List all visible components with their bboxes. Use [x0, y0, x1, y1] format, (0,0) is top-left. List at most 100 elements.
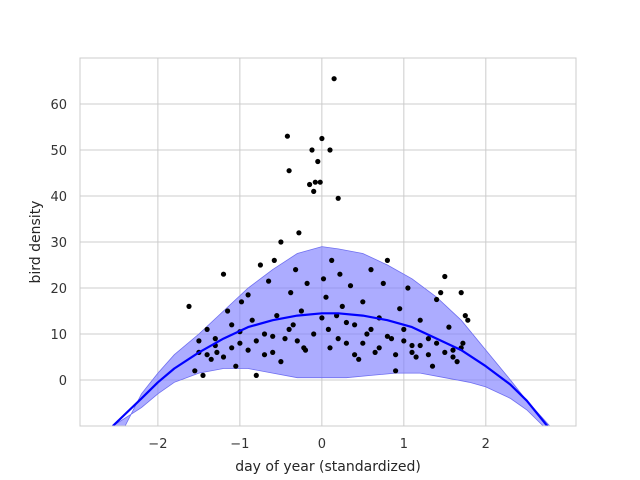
data-point: [225, 308, 231, 314]
data-point: [360, 340, 366, 346]
data-point: [401, 338, 407, 344]
data-point: [372, 349, 378, 355]
data-point: [312, 179, 318, 185]
data-point: [270, 333, 276, 339]
data-point: [360, 299, 366, 305]
y-axis-label: bird density: [28, 201, 44, 284]
data-point: [442, 273, 448, 280]
data-point: [271, 257, 277, 263]
data-point: [319, 135, 325, 142]
data-point: [442, 349, 448, 355]
data-point: [270, 349, 276, 355]
data-point: [417, 317, 423, 323]
data-point: [307, 181, 313, 188]
data-point: [409, 342, 415, 349]
data-point: [186, 303, 192, 309]
data-point: [429, 363, 436, 369]
data-point: [425, 336, 431, 342]
data-point: [245, 292, 251, 298]
data-point: [388, 336, 395, 342]
data-point: [286, 168, 292, 174]
data-point: [220, 354, 227, 360]
data-point: [286, 326, 292, 332]
y-tick-label: 50: [50, 144, 67, 159]
data-point: [465, 317, 471, 323]
data-point: [284, 133, 290, 139]
data-point: [458, 290, 464, 296]
credible-band: [112, 246, 551, 426]
data-point: [311, 331, 317, 337]
plot-frame: [79, 57, 577, 427]
data-point: [309, 147, 315, 153]
y-tick-label: 40: [50, 190, 67, 205]
data-point: [339, 303, 345, 309]
y-tick-label: 20: [50, 282, 67, 297]
data-point: [405, 285, 411, 291]
data-point: [278, 359, 284, 365]
data-point: [397, 306, 403, 312]
x-tick-label: 0: [318, 437, 326, 452]
data-point: [229, 345, 235, 351]
data-point: [315, 158, 321, 165]
data-point: [380, 280, 386, 286]
data-point: [438, 290, 444, 296]
data-point: [409, 349, 415, 355]
data-point: [192, 368, 198, 374]
data-point: [417, 342, 423, 349]
data-point: [288, 290, 294, 296]
data-point: [278, 239, 284, 245]
data-point: [229, 322, 235, 328]
data-point: [311, 188, 317, 194]
data-point: [302, 347, 309, 353]
data-point: [413, 354, 419, 360]
data-point: [335, 336, 341, 342]
y-tick-label: 10: [50, 328, 67, 343]
data-point: [233, 363, 239, 369]
data-point: [274, 313, 280, 319]
data-point: [320, 276, 327, 282]
x-axis-label: day of year (standardized): [235, 459, 421, 475]
data-point: [434, 296, 440, 303]
y-tick-label: 60: [50, 98, 67, 113]
data-point: [253, 338, 259, 344]
data-point: [290, 322, 296, 328]
data-point: [317, 179, 323, 185]
data-point: [343, 319, 349, 326]
x-tick-label: −2: [148, 437, 167, 452]
data-point: [356, 356, 362, 362]
data-point: [204, 352, 210, 358]
data-point: [376, 345, 382, 351]
data-point: [368, 267, 374, 273]
x-tick-label: 2: [482, 437, 490, 452]
data-point: [319, 315, 325, 321]
data-point: [325, 326, 331, 332]
data-point: [384, 257, 390, 263]
y-tick-label: 30: [50, 236, 67, 251]
data-point: [335, 195, 341, 201]
data-point: [327, 147, 333, 153]
data-point: [200, 372, 206, 378]
data-point: [323, 294, 329, 300]
data-point: [261, 352, 268, 358]
data-point: [454, 359, 460, 365]
data-point: [214, 349, 220, 355]
data-point: [460, 340, 466, 346]
data-point: [462, 313, 468, 319]
data-point: [434, 340, 440, 346]
data-point: [204, 326, 210, 332]
mean-curve: [112, 312, 549, 426]
data-layer: [112, 76, 551, 426]
data-point: [261, 331, 268, 337]
data-point: [347, 283, 354, 289]
data-point: [368, 326, 374, 332]
data-point: [384, 333, 390, 339]
data-point: [238, 299, 245, 305]
data-point: [257, 262, 263, 268]
data-point: [220, 271, 227, 277]
data-point: [208, 356, 214, 362]
data-point: [331, 76, 337, 82]
data-point: [282, 336, 288, 342]
data-point: [296, 230, 302, 236]
